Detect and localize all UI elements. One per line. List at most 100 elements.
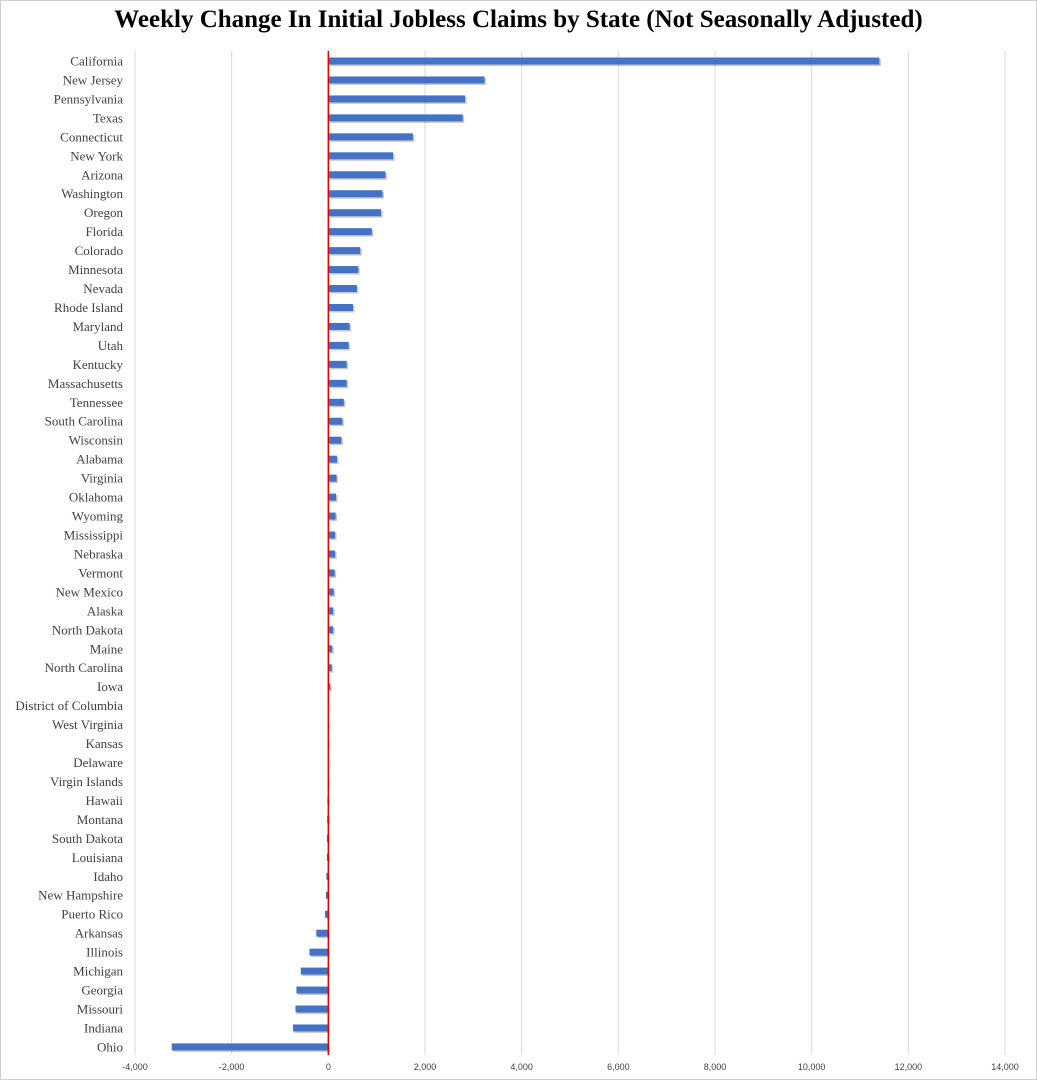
category-label: South Carolina [45,414,124,429]
bar [324,910,329,918]
category-label: Arkansas [75,926,123,941]
x-tick-label: 4,000 [510,1062,533,1072]
category-label: Hawaii [85,793,123,808]
bar-shadow [329,684,332,692]
bar [328,455,338,463]
bar [328,512,336,520]
bar [328,626,334,634]
category-label: Louisiana [72,850,123,865]
category-label: Tennessee [70,395,123,410]
bar [326,872,329,880]
category-label: Montana [77,812,123,827]
bar-shadow [329,722,331,730]
category-label: Michigan [73,964,123,979]
bar [328,607,334,615]
category-label: Connecticut [60,129,123,144]
category-label: New York [70,148,123,163]
category-label: Wisconsin [69,433,124,448]
bar-shadow [329,779,331,787]
category-label: Virgin Islands [50,774,123,789]
bar [328,209,382,217]
category-label: Rhode Island [54,300,123,315]
bar [328,683,331,691]
category-label: Missouri [77,1002,124,1017]
bar [328,266,359,274]
bar [328,664,332,672]
bar [328,569,335,577]
bar [328,322,350,330]
bar [295,1005,329,1013]
category-label: New Jersey [63,72,124,87]
category-label: Minnesota [68,262,123,277]
category-label: Delaware [73,755,123,770]
category-label: New Hampshire [38,888,123,903]
bar [328,228,372,236]
bar [328,360,347,368]
bar-shadow [328,836,330,844]
category-label: Kansas [85,736,123,751]
bar [328,171,386,179]
category-label: New Mexico [55,584,123,599]
category-label: Nevada [83,281,123,296]
category-labels: California New Jersey Pennsylvania Texas Con… [15,54,123,1055]
bar-shadow [329,760,331,768]
bar [328,550,336,558]
bar [328,474,337,482]
category-label: Wyoming [72,509,124,524]
category-label: Alaska [87,603,123,618]
x-tick-label: 10,000 [798,1062,826,1072]
x-tick-label: 6,000 [607,1062,630,1072]
category-label: Ohio [97,1039,123,1054]
bars [171,57,881,1052]
bar [328,531,336,539]
bar [328,152,394,160]
category-label: Pennsylvania [54,91,124,106]
x-tick-label: 14,000 [991,1062,1019,1072]
bar [328,247,361,255]
category-label: Puerto Rico [61,907,123,922]
bar [328,588,334,596]
x-tick-label: 8,000 [704,1062,727,1072]
bar [328,95,466,103]
category-label: Kentucky [72,357,123,372]
bar-shadow [329,741,331,749]
category-label: Arizona [81,167,123,182]
bar-shadow [328,817,330,825]
category-label: Illinois [86,945,123,960]
bar [328,341,349,349]
bar [296,986,329,994]
category-label: Iowa [97,679,123,694]
category-label: Maine [90,641,123,656]
gridlines [134,51,1006,1055]
x-tick-label: 2,000 [414,1062,437,1072]
bar [328,417,343,425]
bar [328,57,880,65]
category-label: Oregon [84,205,123,220]
bar [328,379,347,387]
category-label: Virginia [81,471,124,486]
category-label: Mississippi [64,528,124,543]
bar [171,1043,329,1051]
bar [328,303,353,311]
category-label: West Virginia [52,717,123,732]
category-label: North Carolina [45,660,124,675]
category-label: Idaho [93,869,123,884]
bar-shadow [329,703,331,711]
category-label: Washington [61,186,123,201]
x-axis-ticks: -4,000 -2,000 0 2,000 4,000 6,000 8,000 10,000 1… [122,1062,1019,1072]
category-label: Alabama [76,452,123,467]
bar [328,133,413,141]
x-tick-label: 0 [326,1062,331,1072]
category-label: Oklahoma [69,490,123,505]
category-label: District of Columbia [15,698,123,713]
bar [309,948,329,956]
category-label: Colorado [75,243,123,258]
x-tick-label: 12,000 [895,1062,923,1072]
chart-title: Weekly Change In Initial Jobless Claims … [114,6,923,33]
bar [300,967,329,975]
category-label: Utah [98,338,124,353]
category-label: Indiana [84,1020,123,1035]
bar [328,645,333,653]
bar [328,493,337,501]
